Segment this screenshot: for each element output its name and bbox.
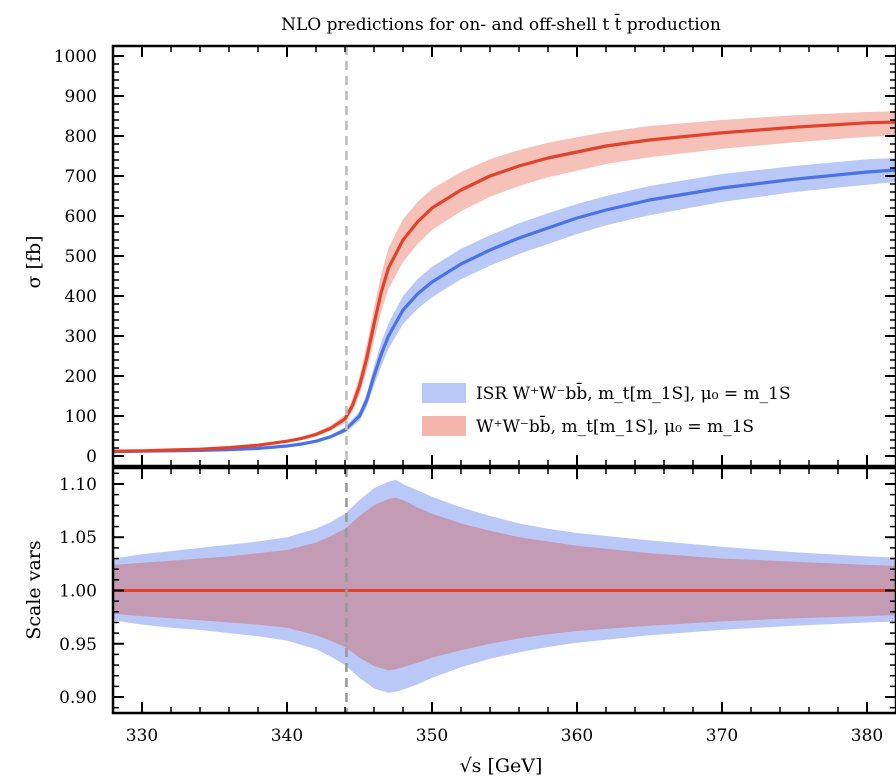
legend-swatch-isr bbox=[422, 383, 466, 403]
y-tick-label: 0.90 bbox=[59, 688, 97, 708]
line-top-ww bbox=[113, 120, 896, 453]
x-tick-label: 380 bbox=[851, 726, 883, 746]
y-tick-label: 1.05 bbox=[59, 528, 97, 548]
band-top-ww bbox=[113, 111, 896, 452]
top-lines bbox=[113, 120, 896, 454]
chart-title: NLO predictions for on- and off-shell t … bbox=[281, 12, 721, 35]
y-tick-label: 100 bbox=[65, 407, 97, 427]
legend: ISR W⁺W⁻bb̄, m_t[m_1S], μ₀ = m_1S W⁺W⁻bb… bbox=[422, 381, 791, 437]
legend-label-ww: W⁺W⁻bb̄, m_t[m_1S], μ₀ = m_1S bbox=[476, 414, 754, 437]
y-tick-label: 800 bbox=[65, 127, 97, 147]
y-tick-label: 900 bbox=[65, 87, 97, 107]
y-tick-label: 0 bbox=[86, 447, 97, 467]
legend-label-isr: ISR W⁺W⁻bb̄, m_t[m_1S], μ₀ = m_1S bbox=[476, 381, 791, 404]
y-tick-label: 500 bbox=[65, 247, 97, 267]
band-top-isr bbox=[113, 158, 896, 452]
bottom-panel: 0.900.951.001.051.10 330 340 350 360 370 380 … bbox=[23, 466, 896, 746]
y-tick-label: 300 bbox=[65, 327, 97, 347]
y-tick-label: 600 bbox=[65, 207, 97, 227]
band-bottom-ww bbox=[113, 497, 896, 671]
top-y-tick-labels: 0 100 200 300 400 500 600 700 800 900 1000 bbox=[54, 47, 97, 467]
y-tick-label: 1000 bbox=[54, 47, 97, 67]
legend-swatch-ww bbox=[422, 416, 466, 436]
top-y-axis-label: σ [fb] bbox=[23, 235, 45, 288]
x-tick-label: 370 bbox=[706, 726, 738, 746]
x-tick-label: 360 bbox=[561, 726, 593, 746]
x-tick-label: 330 bbox=[126, 726, 158, 746]
y-tick-label: 1.00 bbox=[59, 582, 97, 602]
bottom-panel-frame bbox=[111, 466, 896, 715]
y-tick-label: 200 bbox=[65, 367, 97, 387]
bottom-bands bbox=[113, 479, 896, 693]
x-tick-label: 350 bbox=[416, 726, 448, 746]
bottom-y-tick-labels: 0.90 0.95 1.00 1.05 1.10 bbox=[59, 475, 97, 708]
x-tick-label: 340 bbox=[271, 726, 303, 746]
bottom-y-axis-label: Scale vars bbox=[23, 540, 45, 639]
x-axis-label: √s [GeV] bbox=[460, 755, 543, 777]
y-tick-label: 0.95 bbox=[59, 635, 97, 655]
x-tick-labels: 330 340 350 360 370 380 bbox=[126, 726, 883, 746]
top-panel-frame bbox=[111, 44, 896, 468]
y-tick-label: 1.10 bbox=[59, 475, 97, 495]
y-tick-label: 400 bbox=[65, 287, 97, 307]
y-tick-label: 700 bbox=[65, 167, 97, 187]
line-top-isr bbox=[113, 168, 896, 454]
top-bands bbox=[113, 111, 896, 452]
